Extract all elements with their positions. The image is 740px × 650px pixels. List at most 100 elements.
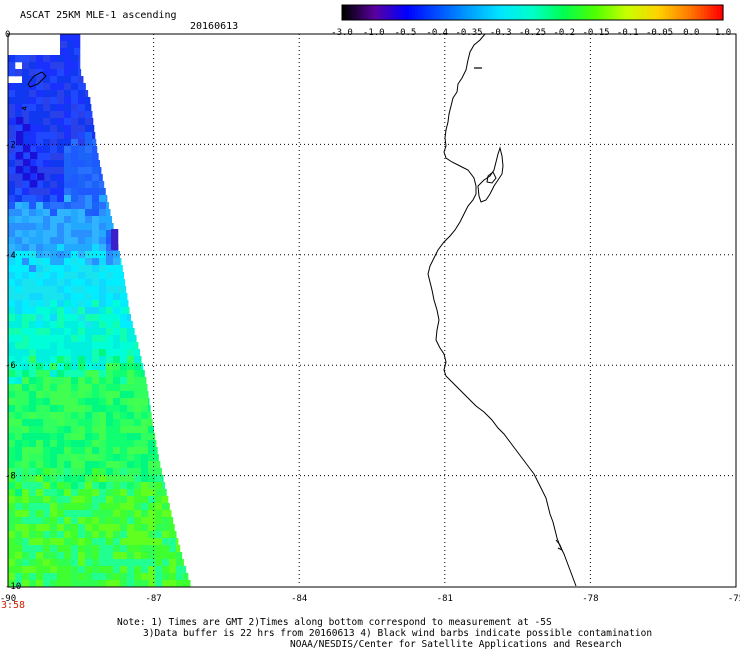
- swath-cell: [36, 356, 44, 364]
- swath-cell: [29, 300, 37, 308]
- swath-cell: [15, 181, 23, 189]
- swath-cell: [71, 517, 79, 525]
- swath-cell: [120, 258, 122, 266]
- swath-cell: [29, 454, 37, 462]
- swath-cell: [92, 363, 100, 371]
- swath-cell: [71, 510, 79, 518]
- swath-cell: [148, 405, 151, 413]
- swath-cell: [155, 559, 163, 567]
- swath-cell: [85, 482, 93, 490]
- swath-cell: [57, 104, 65, 112]
- swath-cell: [134, 405, 142, 413]
- swath-cell: [113, 405, 121, 413]
- swath-cell: [22, 265, 30, 273]
- swath-cell: [64, 244, 72, 252]
- swath-cell: [22, 538, 30, 546]
- swath-cell: [99, 167, 102, 175]
- swath-cell: [36, 468, 44, 476]
- swath-cell: [71, 489, 79, 497]
- swath-cell: [29, 517, 37, 525]
- swath-cell: [141, 580, 149, 588]
- swath-cell: [78, 517, 86, 525]
- swath-cell: [71, 391, 79, 399]
- swath-cell: [29, 125, 37, 133]
- swath-cell: [57, 342, 65, 350]
- swath-cell: [85, 237, 93, 245]
- swath-cell: [113, 419, 121, 427]
- colorbar-segment: [342, 5, 346, 20]
- swath-cell: [78, 265, 86, 273]
- swath-cell: [71, 195, 79, 203]
- swath-cell: [92, 566, 100, 574]
- swath-cell: [30, 166, 38, 174]
- swath-cell: [120, 412, 128, 420]
- swath-cell: [15, 55, 23, 63]
- swath-cell: [29, 216, 37, 224]
- swath-cell: [64, 76, 72, 84]
- swath-cell: [15, 174, 23, 182]
- swath-cell: [22, 314, 30, 322]
- swath-cell: [36, 517, 44, 525]
- swath-cell: [71, 153, 79, 161]
- swath-cell: [36, 419, 44, 427]
- swath-cell: [50, 181, 58, 189]
- swath-cell: [71, 111, 79, 119]
- swath-cell: [50, 510, 58, 518]
- swath-cell: [169, 517, 174, 525]
- swath-cell: [15, 328, 23, 336]
- colorbar-segment: [707, 5, 711, 20]
- colorbar-segment: [516, 5, 521, 20]
- swath-cell: [190, 580, 191, 588]
- swath-cell: [43, 538, 51, 546]
- swath-cell: [22, 118, 30, 126]
- swath-cell: [92, 391, 100, 399]
- swath-cell: [64, 265, 72, 273]
- swath-cell: [78, 188, 86, 196]
- swath-cell: [92, 223, 100, 231]
- swath-cell: [36, 97, 44, 105]
- swath-cell: [22, 321, 30, 329]
- swath-cell: [22, 237, 30, 245]
- swath-cell: [29, 244, 37, 252]
- swath-cell: [85, 531, 93, 539]
- swath-cell: [22, 405, 30, 413]
- swath-cell: [92, 230, 100, 238]
- swath-cell: [141, 531, 149, 539]
- swath-cell: [120, 468, 128, 476]
- swath-cell: [36, 384, 44, 392]
- swath-cell: [8, 153, 16, 161]
- swath-cell: [71, 69, 79, 77]
- colorbar-segment: [719, 5, 724, 20]
- swath-cell: [57, 76, 65, 84]
- swath-cell: [22, 76, 30, 84]
- swath-cell: [64, 153, 72, 161]
- swath-cell: [8, 510, 16, 518]
- swath-cell: [57, 160, 65, 168]
- swath-cell: [57, 552, 65, 560]
- swath-cell: [43, 482, 51, 490]
- swath-cell: [127, 426, 135, 434]
- swath-cell: [57, 510, 65, 518]
- swath-cell: [37, 173, 45, 181]
- map-frame: [7, 33, 737, 588]
- swath-cell: [64, 356, 72, 364]
- swath-cell: [106, 314, 114, 322]
- swath-cell: [71, 76, 79, 84]
- swath-cell: [15, 580, 23, 588]
- swath-cell: [43, 503, 51, 511]
- swath-cell: [36, 307, 44, 315]
- swath-cell: [64, 300, 72, 308]
- swath-cell: [176, 559, 184, 567]
- swath-cell: [22, 279, 30, 287]
- swath-cell: [22, 552, 30, 560]
- swath-cell: [120, 349, 128, 357]
- swath-cell: [50, 300, 58, 308]
- swath-cell: [99, 195, 107, 203]
- swath-cell: [64, 426, 72, 434]
- swath-cell: [43, 118, 51, 126]
- swath-cell: [57, 69, 65, 77]
- swath-cell: [22, 223, 30, 231]
- swath-cell: [50, 251, 58, 259]
- swath-cell: [29, 580, 37, 588]
- swath-cell: [29, 230, 37, 238]
